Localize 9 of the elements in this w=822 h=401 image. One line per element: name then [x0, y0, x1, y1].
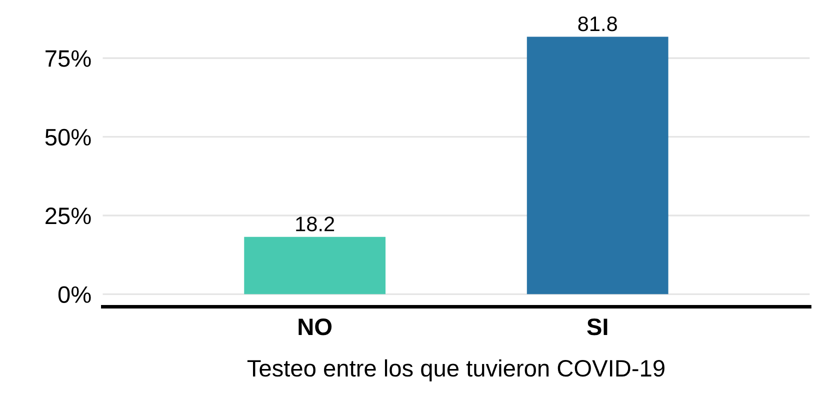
data-label: 18.2: [296, 216, 334, 232]
y-tick-label: 50%: [45, 128, 91, 146]
data-label: 81.8: [578, 16, 617, 32]
x-tick-label: SI: [587, 318, 608, 336]
y-tick-label: 25%: [46, 208, 91, 224]
x-axis-title: Testeo entre los que tuvieron COVID-19: [247, 359, 664, 382]
y-tick-label: 75%: [46, 50, 91, 67]
x-tick-label: NO: [298, 318, 332, 336]
y-tick-label: 0%: [58, 286, 91, 303]
